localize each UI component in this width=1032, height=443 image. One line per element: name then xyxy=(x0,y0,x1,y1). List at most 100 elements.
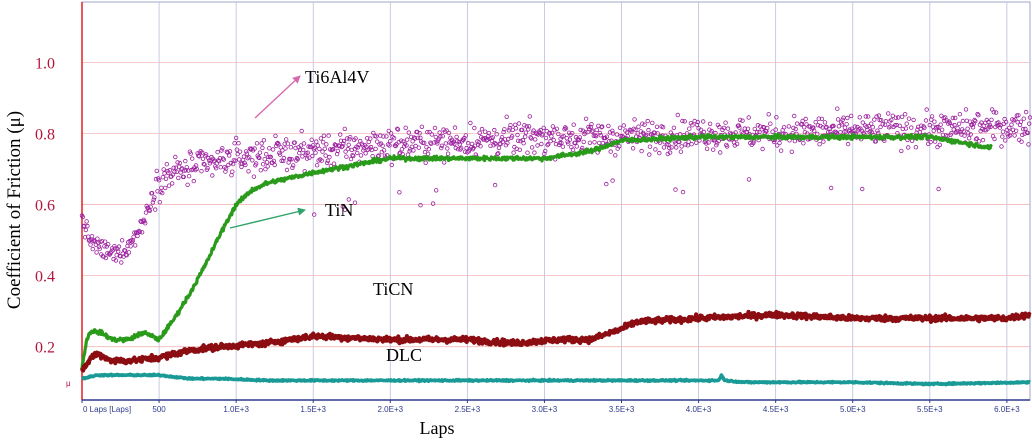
ti6al4v-point xyxy=(952,122,957,128)
ti6al4v-point xyxy=(834,130,839,136)
ti6al4v-point xyxy=(88,242,93,247)
ti6al4v-point xyxy=(669,145,674,150)
ti6al4v-point xyxy=(277,152,283,157)
ti6al4v-point xyxy=(90,246,95,252)
ti6al4v-point xyxy=(712,137,717,143)
ti6al4v-point xyxy=(338,132,343,137)
ti6al4v-point xyxy=(570,130,575,136)
ti6al4v-point xyxy=(156,177,162,183)
ti6al4v-point xyxy=(935,144,940,150)
ti6al4v-point xyxy=(976,112,981,118)
ti6al4v-point xyxy=(325,158,331,163)
ti6al4v-point xyxy=(877,117,882,123)
ti6al4v-point xyxy=(223,166,229,171)
ti6al4v-point xyxy=(677,139,682,145)
ti6al4v-point xyxy=(761,125,767,130)
ti6al4v-point xyxy=(1019,139,1024,144)
x-tick-label: 2.0E+3 xyxy=(378,405,404,414)
ti6al4v-point xyxy=(746,115,751,120)
ti6al4v-point xyxy=(597,130,603,136)
ti6al4v-point xyxy=(398,138,404,143)
ti6al4v-point xyxy=(415,135,421,141)
ti6al4v-point xyxy=(752,126,757,132)
ti6al4v-point xyxy=(404,143,409,148)
x-tick-label: 3.0E+3 xyxy=(532,405,558,414)
ti6al4v-point xyxy=(254,141,260,146)
ti6al4v-point xyxy=(610,128,615,133)
ticn-label: TiCN xyxy=(373,279,413,299)
ti6al4v-point xyxy=(301,141,307,146)
ti6al4v-point xyxy=(331,147,336,152)
ti6al4v-point xyxy=(1013,117,1018,122)
ti6al4v-point xyxy=(815,122,821,128)
ti6al4v-point xyxy=(723,120,728,125)
ti6al4v-point xyxy=(587,140,593,145)
ti6al4v-point xyxy=(280,148,285,153)
ti6al4v-point xyxy=(439,145,444,151)
ti6al4v-point xyxy=(365,135,370,141)
x-tick-label: 1.0E+3 xyxy=(223,405,249,414)
ti6al4v-point xyxy=(937,142,942,148)
ti6al4v-point xyxy=(1007,125,1012,131)
ti6al4v-point xyxy=(1003,119,1009,125)
ti6al4v-point xyxy=(667,145,672,151)
ti6al4v-point xyxy=(1007,133,1013,138)
ti6al4v-point xyxy=(445,146,450,151)
ti6al4v-point xyxy=(1026,142,1031,147)
ti6al4v-point xyxy=(816,116,821,121)
ti6al4v-point xyxy=(174,169,179,174)
ti6al4v-point xyxy=(230,169,235,174)
ti6al4v-point xyxy=(724,144,730,149)
ti6al4v-point xyxy=(188,151,193,156)
ti6al4v-point xyxy=(305,150,310,155)
ti6al4v-point xyxy=(435,138,441,143)
ti6al4v-point xyxy=(183,158,188,164)
ti6al4v-point xyxy=(530,130,536,135)
ti6al4v-point xyxy=(337,143,342,149)
ti6al4v-point xyxy=(516,121,522,126)
ti6al4v-point xyxy=(813,119,818,125)
ti6al4v-point xyxy=(655,131,660,136)
ti6al4v-point xyxy=(439,143,445,148)
ti6al4v-point xyxy=(880,121,885,127)
ti6al4v-point xyxy=(653,147,658,152)
ti6al4v-point xyxy=(546,131,552,136)
ti6al4v-point xyxy=(988,124,993,129)
ti6al4v-point xyxy=(704,141,709,146)
ti6al4v-point xyxy=(774,115,779,120)
ti6al4v-point xyxy=(272,162,277,168)
ti6al4v-point xyxy=(326,133,331,138)
ti6al4v-point xyxy=(234,147,240,152)
ti6al4v-point xyxy=(257,155,262,161)
ti6al4v-point xyxy=(389,162,394,168)
ti6al4v-point xyxy=(260,161,266,167)
ti6al4v-point xyxy=(604,181,609,187)
ti6al4v-point xyxy=(962,133,967,138)
ti6al4v-point xyxy=(435,141,440,146)
ti6al4v-point xyxy=(83,227,89,233)
ti6al4v-point xyxy=(527,114,532,119)
ti6al4v-point xyxy=(95,236,100,241)
ti6al4v-point xyxy=(348,156,354,162)
ti6al4v-point xyxy=(492,182,498,188)
ti6al4v-point xyxy=(488,143,493,148)
ti6al4v-point xyxy=(592,140,597,145)
ti6al4v-point xyxy=(894,122,899,128)
ti6al4v-point xyxy=(680,189,686,195)
ti6al4v-point xyxy=(923,118,929,123)
ti6al4v-point xyxy=(800,118,805,124)
ti6al4v-point xyxy=(233,158,238,163)
ti6al4v-point xyxy=(1015,119,1020,125)
ti6al4v-point xyxy=(452,125,458,130)
ti6al4v-point xyxy=(472,125,477,131)
ti6al4v-point xyxy=(661,145,667,150)
x-tick-label: 6.0E+3 xyxy=(994,405,1020,414)
ti6al4v-point xyxy=(817,141,822,147)
ti6al4v-point xyxy=(541,125,546,131)
ti6al4v-point xyxy=(625,133,630,139)
ti6al4v-point xyxy=(422,140,427,146)
ti6al4v-point xyxy=(795,121,800,126)
ti6al4v-point xyxy=(566,141,571,146)
ti6al4v-point xyxy=(827,126,832,132)
ti6al4v-point xyxy=(704,146,710,151)
